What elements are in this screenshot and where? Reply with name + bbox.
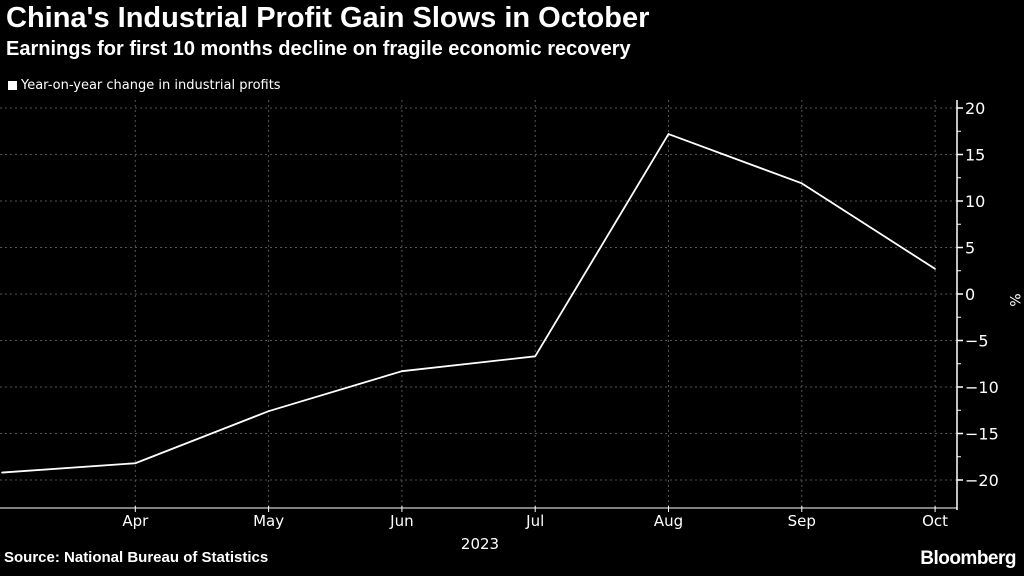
legend-swatch — [8, 81, 17, 90]
x-tick-label: Jun — [389, 512, 413, 530]
x-tick-label: Sep — [788, 512, 816, 530]
chart-title: China's Industrial Profit Gain Slows in … — [6, 2, 650, 34]
data-point — [267, 410, 270, 412]
y-tick-label: 20 — [965, 99, 985, 118]
source-note: Source: National Bureau of Statistics — [4, 549, 269, 566]
x-tick-label: May — [253, 512, 284, 530]
data-point — [801, 182, 803, 185]
legend: Year-on-year change in industrial profit… — [8, 78, 281, 93]
y-axis-unit-label: % — [1006, 293, 1022, 306]
data-point — [667, 133, 670, 135]
y-tick-label: 0 — [965, 285, 975, 304]
y-tick-label: 15 — [965, 146, 985, 165]
data-point — [401, 370, 403, 372]
y-tick-label: −20 — [965, 471, 999, 490]
data-point — [534, 355, 536, 358]
chart-subtitle: Earnings for first 10 months decline on … — [6, 38, 631, 60]
data-point — [934, 268, 936, 270]
y-tick-label: −10 — [965, 378, 999, 397]
y-tick-label: 5 — [965, 239, 975, 258]
y-tick-label: −15 — [965, 425, 999, 444]
y-tick-label: −5 — [965, 332, 989, 351]
legend-label: Year-on-year change in industrial profit… — [21, 78, 281, 93]
x-tick-label: Aug — [654, 512, 683, 530]
x-tick-label: Oct — [922, 512, 948, 530]
data-point — [1, 471, 3, 474]
data-point — [134, 462, 137, 465]
x-tick-label: Jul — [525, 512, 544, 530]
x-axis-year-label: 2023 — [461, 535, 499, 553]
bloomberg-logo: Bloomberg — [920, 548, 1016, 569]
x-tick-label: Apr — [122, 512, 149, 530]
series-line — [1, 133, 936, 474]
y-tick-label: 10 — [965, 192, 985, 211]
